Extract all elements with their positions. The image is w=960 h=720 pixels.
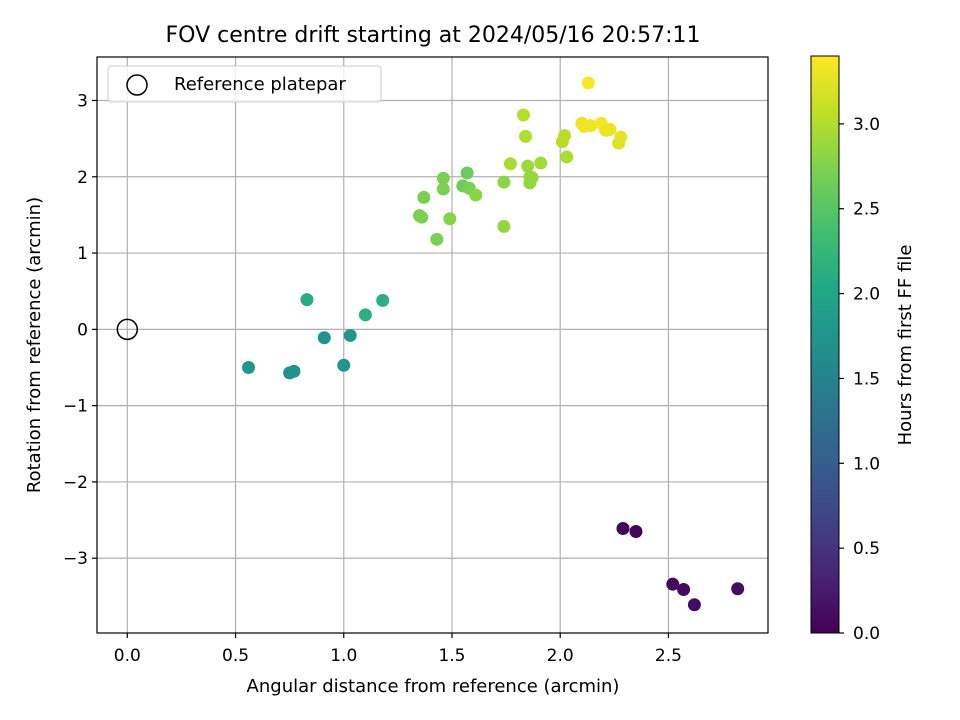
scatter-point (497, 175, 511, 189)
scatter-point (337, 358, 351, 372)
scatter-point (497, 219, 511, 233)
data-points (242, 76, 745, 612)
legend: Reference platepar (107, 65, 382, 103)
x-tick-label: 0.0 (114, 646, 141, 666)
x-tick-label: 1.0 (330, 646, 357, 666)
scatter-point (687, 598, 701, 612)
colorbar-tick-label: 2.0 (853, 285, 880, 305)
scatter-point (677, 583, 691, 597)
y-tick-label: 1 (77, 244, 88, 264)
x-tick-label: 1.5 (438, 646, 465, 666)
scatter-point (443, 212, 457, 226)
x-tick-label: 2.0 (547, 646, 574, 666)
scatter-point (666, 577, 680, 591)
scatter-point (242, 361, 256, 375)
scatter-point (534, 156, 548, 170)
legend-reference-marker (126, 74, 148, 96)
scatter-point (516, 108, 530, 122)
y-axis-label: Rotation from reference (arcmin) (24, 197, 45, 493)
scatter-point (317, 331, 331, 345)
scatter-point (525, 171, 539, 185)
colorbar-gradient (810, 55, 840, 634)
scatter-point (558, 129, 572, 143)
scatter-point (521, 159, 535, 173)
scatter-point (376, 293, 390, 307)
scatter-point (436, 182, 450, 196)
colorbar-tick-label: 3.0 (853, 115, 880, 135)
scatter-point (581, 76, 595, 90)
scatter-point (731, 582, 745, 596)
colorbar-tick-label: 0.0 (853, 624, 880, 644)
y-tick-label: −1 (63, 397, 88, 417)
scatter-point (603, 122, 617, 136)
scatter-point (436, 171, 450, 185)
scatter-point (519, 129, 533, 143)
reference-marker-group (116, 318, 139, 341)
scatter-point (417, 190, 431, 204)
colorbar: 0.0 0.5 1.0 1.5 2.0 2.5 3.0 Hours from first F… (810, 55, 916, 644)
scatter-point (430, 232, 444, 246)
legend-entry-reference: Reference platepar (174, 74, 346, 95)
y-axis-ticks: −3 −2 −1 0 1 2 3 (63, 91, 97, 569)
x-tick-label: 0.5 (222, 646, 249, 666)
colorbar-tick-label: 2.5 (853, 200, 880, 220)
scatter-point (629, 525, 643, 539)
scatter-point (358, 308, 372, 322)
colorbar-ticks: 0.0 0.5 1.0 1.5 2.0 2.5 3.0 (839, 115, 880, 644)
scatter-point (460, 166, 474, 180)
scatter-point (343, 328, 357, 342)
y-tick-label: 2 (77, 168, 88, 188)
scatter-point (616, 521, 630, 535)
chart-title: FOV centre drift starting at 2024/05/16 … (166, 23, 701, 48)
x-axis-ticks: 0.0 0.5 1.0 1.5 2.0 2.5 (114, 633, 682, 666)
scatter-point (503, 157, 517, 171)
legend-box (107, 65, 382, 103)
scatter-point (584, 119, 598, 133)
reference-marker (116, 318, 139, 341)
scatter-point (415, 210, 429, 224)
scatter-point (614, 130, 628, 144)
y-tick-label: −3 (63, 549, 88, 569)
y-tick-label: −2 (63, 473, 88, 493)
plot-frame (96, 56, 769, 634)
scatter-point (469, 188, 483, 202)
y-tick-label: 3 (77, 91, 88, 111)
scatter-point (300, 293, 314, 307)
colorbar-label: Hours from first FF file (895, 245, 916, 446)
x-axis-label: Angular distance from reference (arcmin) (247, 676, 620, 697)
x-tick-label: 2.5 (655, 646, 682, 666)
colorbar-tick-label: 1.5 (853, 369, 880, 389)
scatter-point (560, 150, 574, 164)
scatter-point (287, 364, 301, 378)
colorbar-tick-label: 1.0 (853, 454, 880, 474)
grid (97, 57, 768, 633)
colorbar-tick-label: 0.5 (853, 539, 880, 559)
y-tick-label: 0 (77, 320, 88, 340)
